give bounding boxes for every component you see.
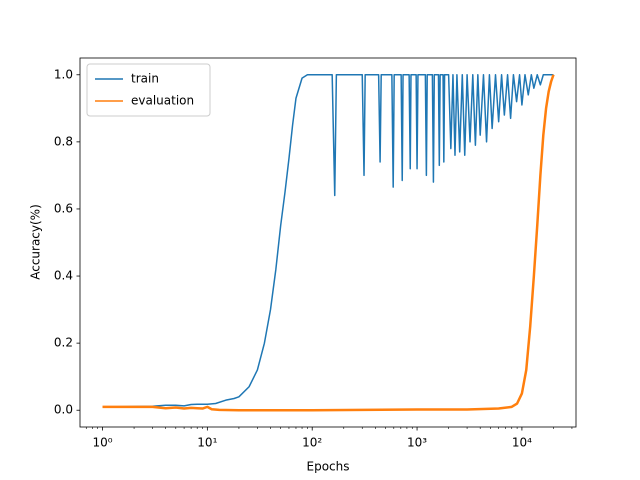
y-tick-label: 0.6 <box>54 201 73 215</box>
x-tick-label: 10³ <box>407 436 427 450</box>
axes-frame <box>79 57 577 428</box>
y-tick-label: 0.2 <box>54 336 73 350</box>
series-line <box>102 74 554 408</box>
y-tick-label: 0.8 <box>54 134 73 148</box>
x-tick-label: 10⁴ <box>512 436 532 450</box>
legend-box <box>86 63 211 117</box>
series-line <box>102 74 555 412</box>
legend-label: evaluation <box>131 94 194 108</box>
x-tick-label: 10¹ <box>197 436 217 450</box>
y-tick-label: 0.4 <box>54 269 73 283</box>
y-tick-label: 0.0 <box>54 403 73 417</box>
y-axis-label: Accuracy(%) <box>29 204 43 280</box>
x-axis-label: Epochs <box>307 460 350 474</box>
x-tick-label: 10² <box>302 436 322 450</box>
x-tick-label: 10⁰ <box>92 436 112 450</box>
y-tick-label: 1.0 <box>54 67 73 81</box>
legend-label: train <box>131 72 159 86</box>
